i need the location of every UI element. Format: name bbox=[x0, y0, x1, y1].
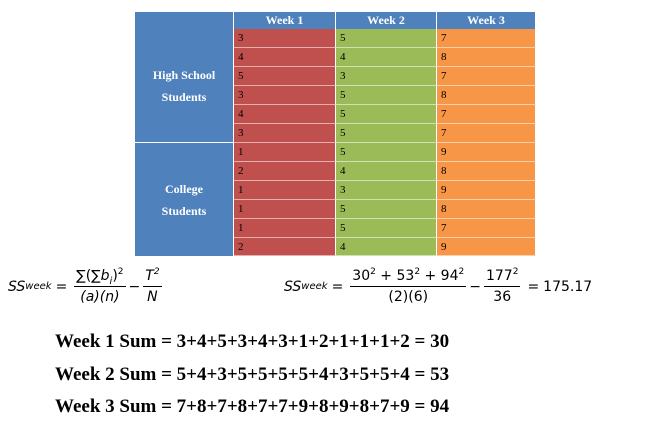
ss-symbol: SS bbox=[8, 278, 26, 295]
table-cell: 1 bbox=[234, 181, 336, 200]
fraction-numerator: 1772 bbox=[483, 267, 521, 287]
equals-sign: = bbox=[527, 278, 540, 295]
table-cell: 8 bbox=[437, 200, 536, 219]
table-cell: 4 bbox=[234, 48, 336, 67]
term-value: 30 bbox=[352, 268, 371, 284]
table-cell: 5 bbox=[336, 29, 437, 48]
table-cell: 8 bbox=[437, 86, 536, 105]
fraction-grand-total: 1772 36 bbox=[483, 267, 521, 305]
term-exponent: 2 bbox=[370, 267, 376, 277]
table-cell: 8 bbox=[437, 162, 536, 181]
group-label-line: College bbox=[165, 181, 203, 196]
equals-sign: = bbox=[331, 278, 344, 295]
numerator-paren: ) bbox=[112, 268, 118, 284]
minus-sign: − bbox=[128, 278, 141, 295]
fraction-denominator: 36 bbox=[493, 289, 512, 305]
total-exponent: 2 bbox=[153, 267, 160, 277]
group-label-high-school: High School Students bbox=[135, 29, 234, 143]
total-symbol: T bbox=[145, 268, 154, 284]
header-week-1: Week 1 bbox=[234, 12, 336, 29]
fraction-week-sums: 302 + 532 + 942 (2)(6) bbox=[350, 267, 467, 305]
table-cell: 1 bbox=[234, 143, 336, 162]
minus-sign: − bbox=[469, 278, 481, 295]
grand-total-value: 177 bbox=[485, 268, 513, 284]
table-cell: 5 bbox=[336, 219, 437, 238]
table-cell: 4 bbox=[336, 238, 437, 256]
table-cell: 3 bbox=[234, 29, 336, 48]
table-cell: 2 bbox=[234, 238, 336, 256]
week-2-sum: Week 2 Sum = 5+4+3+5+5+5+5+4+3+5+5+4 = 5… bbox=[55, 364, 450, 385]
fraction-total: T2 N bbox=[143, 267, 162, 305]
table-cell: 1 bbox=[234, 200, 336, 219]
table-cell: 3 bbox=[234, 124, 336, 143]
table-cell: 4 bbox=[234, 105, 336, 124]
fraction-numerator: ∑(∑bi)2 bbox=[74, 267, 126, 287]
table-cell: 5 bbox=[336, 124, 437, 143]
table-cell: 3 bbox=[336, 67, 437, 86]
header-week-2: Week 2 bbox=[336, 12, 437, 29]
formula-general: SS week = ∑(∑bi)2 (a)(n) − T2 N bbox=[8, 267, 162, 305]
numerator-exponent: 2 bbox=[117, 267, 124, 277]
group-label-line: Students bbox=[161, 203, 207, 218]
fraction-numerator: 302 + 532 + 942 bbox=[350, 267, 467, 287]
week-3-sum: Week 3 Sum = 7+8+7+8+7+7+9+8+9+8+7+9 = 9… bbox=[55, 396, 450, 417]
table-cell: 7 bbox=[437, 67, 536, 86]
fraction-denominator: N bbox=[147, 289, 158, 305]
data-table: Week 1 Week 2 Week 3 High School Student… bbox=[135, 12, 536, 256]
term-exponent: 2 bbox=[414, 267, 421, 277]
table-cell: 7 bbox=[437, 219, 536, 238]
table-cell: 5 bbox=[336, 143, 437, 162]
formula-computed: SS week = 302 + 532 + 942 (2)(6) − 1772 3… bbox=[284, 267, 593, 306]
week-1-sum: Week 1 Sum = 3+4+5+3+4+3+1+2+1+1+1+2 = 3… bbox=[55, 331, 450, 352]
term-value: + 94 bbox=[420, 268, 459, 284]
fraction-numerator: T2 bbox=[143, 267, 162, 287]
table-corner-header bbox=[135, 12, 234, 29]
table-cell: 8 bbox=[437, 48, 536, 67]
table-cell: 4 bbox=[336, 162, 437, 181]
table-cell: 2 bbox=[234, 162, 336, 181]
table-cell: 7 bbox=[437, 124, 536, 143]
equals-sign: = bbox=[55, 278, 68, 295]
group-label-line: Students bbox=[161, 89, 207, 104]
table-cell: 3 bbox=[336, 181, 437, 200]
table-cell: 3 bbox=[234, 86, 336, 105]
fraction-sum-squares: ∑(∑bi)2 (a)(n) bbox=[74, 267, 126, 305]
table-cell: 5 bbox=[336, 105, 437, 124]
ss-symbol: SS bbox=[284, 278, 302, 295]
table-cell: 5 bbox=[336, 200, 437, 219]
table-cell: 9 bbox=[437, 238, 536, 256]
term-exponent: 2 bbox=[458, 267, 465, 277]
group-label-college: College Students bbox=[135, 143, 234, 256]
term-value: + 53 bbox=[375, 268, 415, 284]
numerator-subscript: i bbox=[109, 276, 113, 287]
grand-total-exponent: 2 bbox=[512, 267, 519, 277]
table-cell: 9 bbox=[437, 181, 536, 200]
numerator-sum: ∑(∑ bbox=[76, 268, 101, 284]
table-cell: 4 bbox=[336, 48, 437, 67]
table-cell: 7 bbox=[437, 105, 536, 124]
table-cell: 5 bbox=[234, 67, 336, 86]
table-cell: 7 bbox=[437, 29, 536, 48]
table-cell: 9 bbox=[437, 143, 536, 162]
fraction-denominator: (a)(n) bbox=[80, 289, 120, 305]
fraction-denominator: (2)(6) bbox=[388, 289, 429, 305]
numerator-var: b bbox=[100, 268, 110, 284]
ss-result: 175.17 bbox=[543, 278, 593, 295]
table-cell: 1 bbox=[234, 219, 336, 238]
table-cell: 5 bbox=[336, 86, 437, 105]
header-week-3: Week 3 bbox=[437, 12, 536, 29]
group-label-line: High School bbox=[152, 67, 216, 82]
